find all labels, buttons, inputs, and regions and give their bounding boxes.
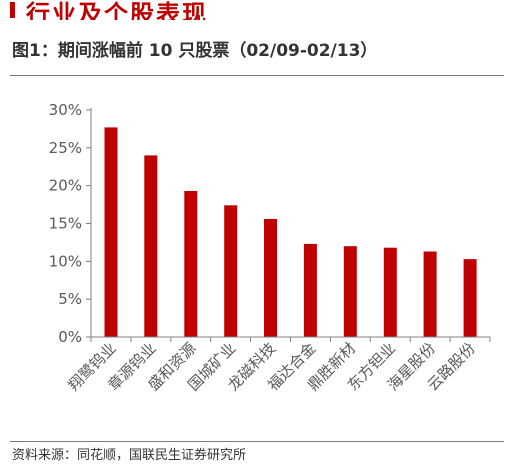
y-tick-label: 25% — [49, 139, 82, 157]
section-heading-text: 行业及个股表现 — [26, 0, 208, 20]
bar — [343, 246, 357, 337]
bar — [144, 155, 158, 337]
bar — [184, 191, 198, 337]
y-tick-label: 10% — [49, 252, 82, 270]
heading-marker — [10, 2, 15, 18]
section-heading: 行业及个股表现 — [0, 0, 516, 20]
bar — [383, 247, 397, 337]
bar — [264, 219, 277, 337]
bar — [463, 259, 477, 337]
top-divider — [10, 75, 504, 76]
bar — [224, 205, 238, 337]
bar — [303, 243, 317, 337]
y-tick-label: 15% — [49, 215, 82, 233]
bar — [423, 251, 437, 337]
y-tick-label: 5% — [58, 290, 82, 308]
figure-title: 图1：期间涨幅前 10 只股票（02/09-02/13） — [12, 41, 378, 61]
y-tick-label: 30% — [49, 101, 82, 119]
source-note: 资料来源：同花顺，国联民生证券研究所 — [12, 448, 247, 463]
y-tick-label: 0% — [58, 328, 82, 346]
bottom-divider — [10, 441, 504, 442]
bars — [104, 127, 477, 338]
bar — [104, 127, 118, 338]
y-tick-label: 20% — [49, 177, 82, 195]
y-axis: 0% 5% 10% 15% 20% 25% 30% — [49, 101, 92, 346]
